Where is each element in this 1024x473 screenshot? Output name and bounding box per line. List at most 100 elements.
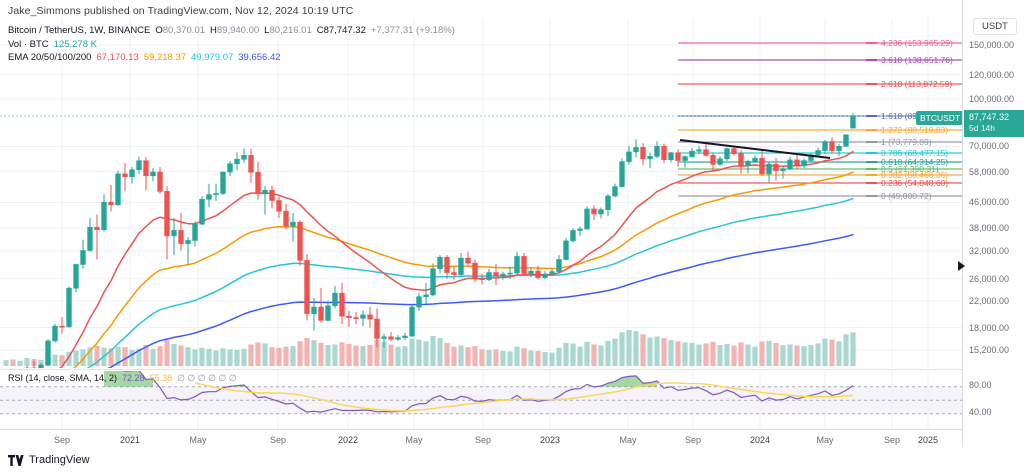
fib-dash-icon xyxy=(866,182,877,184)
legend-row-symbol: Bitcoin / TetherUS, 1W, BINANCE O80,370.0… xyxy=(8,24,455,38)
fib-dash-icon xyxy=(866,174,877,176)
current-price-value: 87,747.32 xyxy=(969,112,1010,122)
fib-label-3-618[interactable]: 3.618 (138,651.76) xyxy=(866,55,953,65)
rsi-plot xyxy=(0,368,1001,429)
fib-label-0-618[interactable]: 0.618 (64,314.25) xyxy=(866,157,948,167)
fib-label-0-786[interactable]: 0.786 (68,477.15) xyxy=(866,148,948,158)
time-tick-2024-10: 2024 xyxy=(749,435,771,445)
fib-label-text: 1 (73,779.89) xyxy=(881,137,932,147)
price-pane[interactable] xyxy=(0,18,1024,394)
rsi-pane[interactable] xyxy=(0,368,1024,429)
legend-symbol[interactable]: Bitcoin / TetherUS, 1W, BINANCE xyxy=(8,25,151,36)
chart-legend: Bitcoin / TetherUS, 1W, BINANCE O80,370.0… xyxy=(8,24,455,65)
legend-ema50-value: 59,218.37 xyxy=(143,52,186,63)
attribution-text: Jake_Simmons published on TradingView.co… xyxy=(8,5,354,17)
fib-label-4-236[interactable]: 4.236 (153,965.29) xyxy=(866,38,953,48)
fib-label-text: 1.618 (89,093.42) xyxy=(881,111,949,121)
axis-unit-label: USDT xyxy=(973,18,1017,35)
fib-label-0-236[interactable]: 0.236 (54,848.60) xyxy=(866,178,948,188)
fib-dash-icon xyxy=(866,168,877,170)
time-tick-may-11: May xyxy=(816,435,834,445)
legend-high-key: H xyxy=(210,25,217,36)
legend-row-volume: Vol · BTC 125.278 K xyxy=(8,38,455,52)
time-tick-may-2: May xyxy=(189,435,207,445)
fib-label-text: 0.236 (54,848.60) xyxy=(881,178,949,188)
legend-low-key: L xyxy=(264,25,270,36)
price-tick-10: 18,000.00 xyxy=(969,322,1010,333)
fib-dash-icon xyxy=(866,129,877,131)
legend-row-ema: EMA 20/50/100/200 67,170.13 59,218.37 49,97… xyxy=(8,51,455,65)
time-tick-may-8: May xyxy=(619,435,637,445)
fib-label-text: 0.618 (64,314.25) xyxy=(881,157,949,167)
price-plot xyxy=(0,18,1001,394)
price-axis[interactable]: USDT 150,000.00 120,000.00 100,000.00 70,00… xyxy=(962,0,1024,445)
fib-label-2-618[interactable]: 2.618 (113,872.59) xyxy=(866,79,952,89)
fib-dash-icon xyxy=(866,161,877,163)
price-tick-5: 46,000.00 xyxy=(969,197,1010,208)
legend-ema100-value: 49,979.07 xyxy=(191,52,234,63)
tradingview-logo-icon xyxy=(8,454,24,466)
time-tick-2023-7: 2023 xyxy=(539,435,561,445)
time-axis[interactable]: Sep 2021 May Sep 2022 May Sep 2023 May Sep 2024 May… xyxy=(0,429,1009,452)
time-tick-2025-13: 2025 xyxy=(917,435,939,445)
rsi-title[interactable]: RSI (14, close, SMA, 14, 2) xyxy=(8,373,118,383)
rsi-axis-tick-80: 80.00 xyxy=(969,380,992,390)
price-tick-3: 70,000.00 xyxy=(969,141,1010,152)
fib-label-text: 3.618 (138,651.76) xyxy=(881,55,953,65)
fib-dash-icon xyxy=(866,42,877,44)
price-cursor-arrow xyxy=(958,261,965,271)
rsi-empty-values: ∅ ∅ ∅ ∅ ∅ ∅ xyxy=(177,373,237,383)
fib-label-text: 1.272 (80,519.83) xyxy=(881,125,949,135)
time-tick-sep-0: Sep xyxy=(53,435,71,445)
fib-label-text: 0.786 (68,477.15) xyxy=(881,148,949,158)
rsi-legend: RSI (14, close, SMA, 14, 2) 72.28 55.38 ∅ ∅… xyxy=(8,373,237,384)
legend-high-value: 89,940.00 xyxy=(216,25,260,36)
fib-label-text: 0.382 (58,466.36) xyxy=(881,170,949,180)
fib-label-0-5[interactable]: 0.5 (61,390.31) xyxy=(866,164,939,174)
legend-volume-value: 125.278 K xyxy=(53,38,97,50)
price-tick-11: 15,200.00 xyxy=(969,345,1010,356)
pane-divider xyxy=(0,369,962,370)
time-tick-2021-1: 2021 xyxy=(119,435,141,445)
fib-label-0[interactable]: 0 (49,000.72) xyxy=(866,191,932,201)
fib-dash-icon xyxy=(866,195,877,197)
time-tick-may-5: May xyxy=(405,435,423,445)
fib-label-0-382[interactable]: 0.382 (58,466.36) xyxy=(866,170,948,180)
legend-volume-label[interactable]: Vol · BTC xyxy=(8,38,49,50)
fib-dash-icon xyxy=(866,152,877,154)
fib-dash-icon xyxy=(866,115,877,117)
rsi-sma-value: 55.38 xyxy=(149,373,173,383)
legend-low-value: 80,216.01 xyxy=(269,25,312,36)
time-tick-sep-9: Sep xyxy=(684,435,702,445)
rsi-value: 72.28 xyxy=(122,373,145,383)
price-tick-8: 26,000.00 xyxy=(969,273,1010,284)
fib-label-text: 0 (49,000.72) xyxy=(881,191,932,201)
price-tick-6: 38,000.00 xyxy=(969,222,1010,233)
current-price-badge[interactable]: 87,747.32 5d 14h xyxy=(964,110,1024,137)
fib-label-1[interactable]: 1 (73,779.89) xyxy=(866,137,932,147)
bar-countdown: 5d 14h xyxy=(969,123,995,133)
price-tick-7: 32,000.00 xyxy=(969,245,1010,256)
tradingview-footer: TradingView xyxy=(8,454,90,466)
legend-change: +7,377.31 (+9.18%) xyxy=(370,25,455,36)
symbol-tag: BTCUSDT xyxy=(916,111,965,125)
price-tick-1: 120,000.00 xyxy=(969,69,1015,80)
legend-close-key: C xyxy=(316,25,324,36)
time-tick-sep-6: Sep xyxy=(474,435,492,445)
legend-ema-label[interactable]: EMA 20/50/100/200 xyxy=(8,52,92,63)
fib-dash-icon xyxy=(866,83,877,85)
fib-label-text: 2.618 (113,872.59) xyxy=(881,79,953,89)
fib-dash-icon xyxy=(866,59,877,61)
fib-label-text: 0.5 (61,390.31) xyxy=(881,164,939,174)
time-tick-2022-4: 2022 xyxy=(337,435,359,445)
fib-dash-icon xyxy=(866,141,877,143)
legend-close-value: 87,747.32 xyxy=(323,25,366,36)
price-tick-2: 100,000.00 xyxy=(969,93,1015,104)
fib-label-1-272[interactable]: 1.272 (80,519.83) xyxy=(866,125,948,135)
fib-label-text: 4.236 (153,965.29) xyxy=(881,38,953,48)
legend-open-key: O xyxy=(155,25,163,36)
fib-label-1-618[interactable]: 1.618 (89,093.42) xyxy=(866,111,948,121)
time-tick-sep-12: Sep xyxy=(883,435,901,445)
rsi-axis-tick-40: 40.00 xyxy=(969,407,992,417)
